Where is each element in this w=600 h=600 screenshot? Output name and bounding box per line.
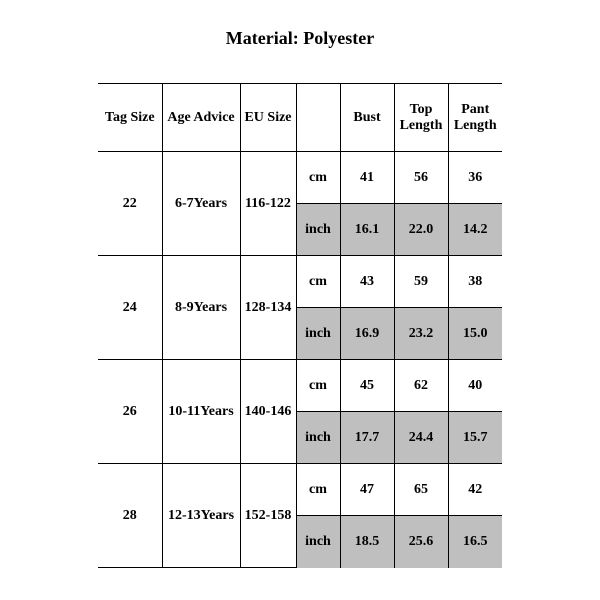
cell-top-length-cm: 59 bbox=[394, 256, 448, 308]
table-header-row: Tag Size Age Advice EU Size Bust Top Len… bbox=[98, 84, 502, 152]
col-header-age-advice: Age Advice bbox=[162, 84, 240, 152]
cell-top-length-cm: 62 bbox=[394, 360, 448, 412]
cell-bust-cm: 45 bbox=[340, 360, 394, 412]
cell-top-length-inch: 23.2 bbox=[394, 308, 448, 360]
cell-tag-size: 26 bbox=[98, 360, 162, 464]
cell-unit-inch: inch bbox=[296, 204, 340, 256]
cell-unit-inch: inch bbox=[296, 412, 340, 464]
cell-age-advice: 12-13Years bbox=[162, 464, 240, 568]
cell-tag-size: 22 bbox=[98, 152, 162, 256]
cell-unit-cm: cm bbox=[296, 256, 340, 308]
cell-eu-size: 116-122 bbox=[240, 152, 296, 256]
cell-pant-length-cm: 40 bbox=[448, 360, 502, 412]
cell-age-advice: 6-7Years bbox=[162, 152, 240, 256]
cell-bust-inch: 18.5 bbox=[340, 516, 394, 568]
table-row: 28 12-13Years 152-158 cm 47 65 42 bbox=[98, 464, 502, 516]
col-header-pant-length: Pant Length bbox=[448, 84, 502, 152]
table-row: 26 10-11Years 140-146 cm 45 62 40 bbox=[98, 360, 502, 412]
cell-tag-size: 24 bbox=[98, 256, 162, 360]
cell-top-length-inch: 25.6 bbox=[394, 516, 448, 568]
cell-pant-length-cm: 36 bbox=[448, 152, 502, 204]
cell-bust-cm: 47 bbox=[340, 464, 394, 516]
cell-pant-length-inch: 16.5 bbox=[448, 516, 502, 568]
cell-pant-length-inch: 14.2 bbox=[448, 204, 502, 256]
cell-eu-size: 152-158 bbox=[240, 464, 296, 568]
page-title: Material: Polyester bbox=[0, 28, 600, 49]
cell-bust-cm: 41 bbox=[340, 152, 394, 204]
cell-top-length-inch: 24.4 bbox=[394, 412, 448, 464]
cell-top-length-cm: 65 bbox=[394, 464, 448, 516]
col-header-eu-size: EU Size bbox=[240, 84, 296, 152]
cell-unit-inch: inch bbox=[296, 308, 340, 360]
cell-pant-length-cm: 38 bbox=[448, 256, 502, 308]
cell-tag-size: 28 bbox=[98, 464, 162, 568]
cell-bust-inch: 16.9 bbox=[340, 308, 394, 360]
cell-unit-cm: cm bbox=[296, 152, 340, 204]
cell-top-length-cm: 56 bbox=[394, 152, 448, 204]
page: Material: Polyester Tag Size Age Advice … bbox=[0, 0, 600, 600]
size-table: Tag Size Age Advice EU Size Bust Top Len… bbox=[98, 83, 502, 568]
cell-unit-inch: inch bbox=[296, 516, 340, 568]
col-header-unit bbox=[296, 84, 340, 152]
table-row: 22 6-7Years 116-122 cm 41 56 36 bbox=[98, 152, 502, 204]
cell-top-length-inch: 22.0 bbox=[394, 204, 448, 256]
cell-eu-size: 128-134 bbox=[240, 256, 296, 360]
cell-pant-length-inch: 15.7 bbox=[448, 412, 502, 464]
cell-age-advice: 10-11Years bbox=[162, 360, 240, 464]
cell-eu-size: 140-146 bbox=[240, 360, 296, 464]
cell-pant-length-cm: 42 bbox=[448, 464, 502, 516]
cell-pant-length-inch: 15.0 bbox=[448, 308, 502, 360]
table-row: 24 8-9Years 128-134 cm 43 59 38 bbox=[98, 256, 502, 308]
cell-unit-cm: cm bbox=[296, 360, 340, 412]
cell-bust-inch: 17.7 bbox=[340, 412, 394, 464]
cell-age-advice: 8-9Years bbox=[162, 256, 240, 360]
cell-unit-cm: cm bbox=[296, 464, 340, 516]
col-header-tag-size: Tag Size bbox=[98, 84, 162, 152]
cell-bust-cm: 43 bbox=[340, 256, 394, 308]
col-header-top-length: Top Length bbox=[394, 84, 448, 152]
col-header-bust: Bust bbox=[340, 84, 394, 152]
cell-bust-inch: 16.1 bbox=[340, 204, 394, 256]
